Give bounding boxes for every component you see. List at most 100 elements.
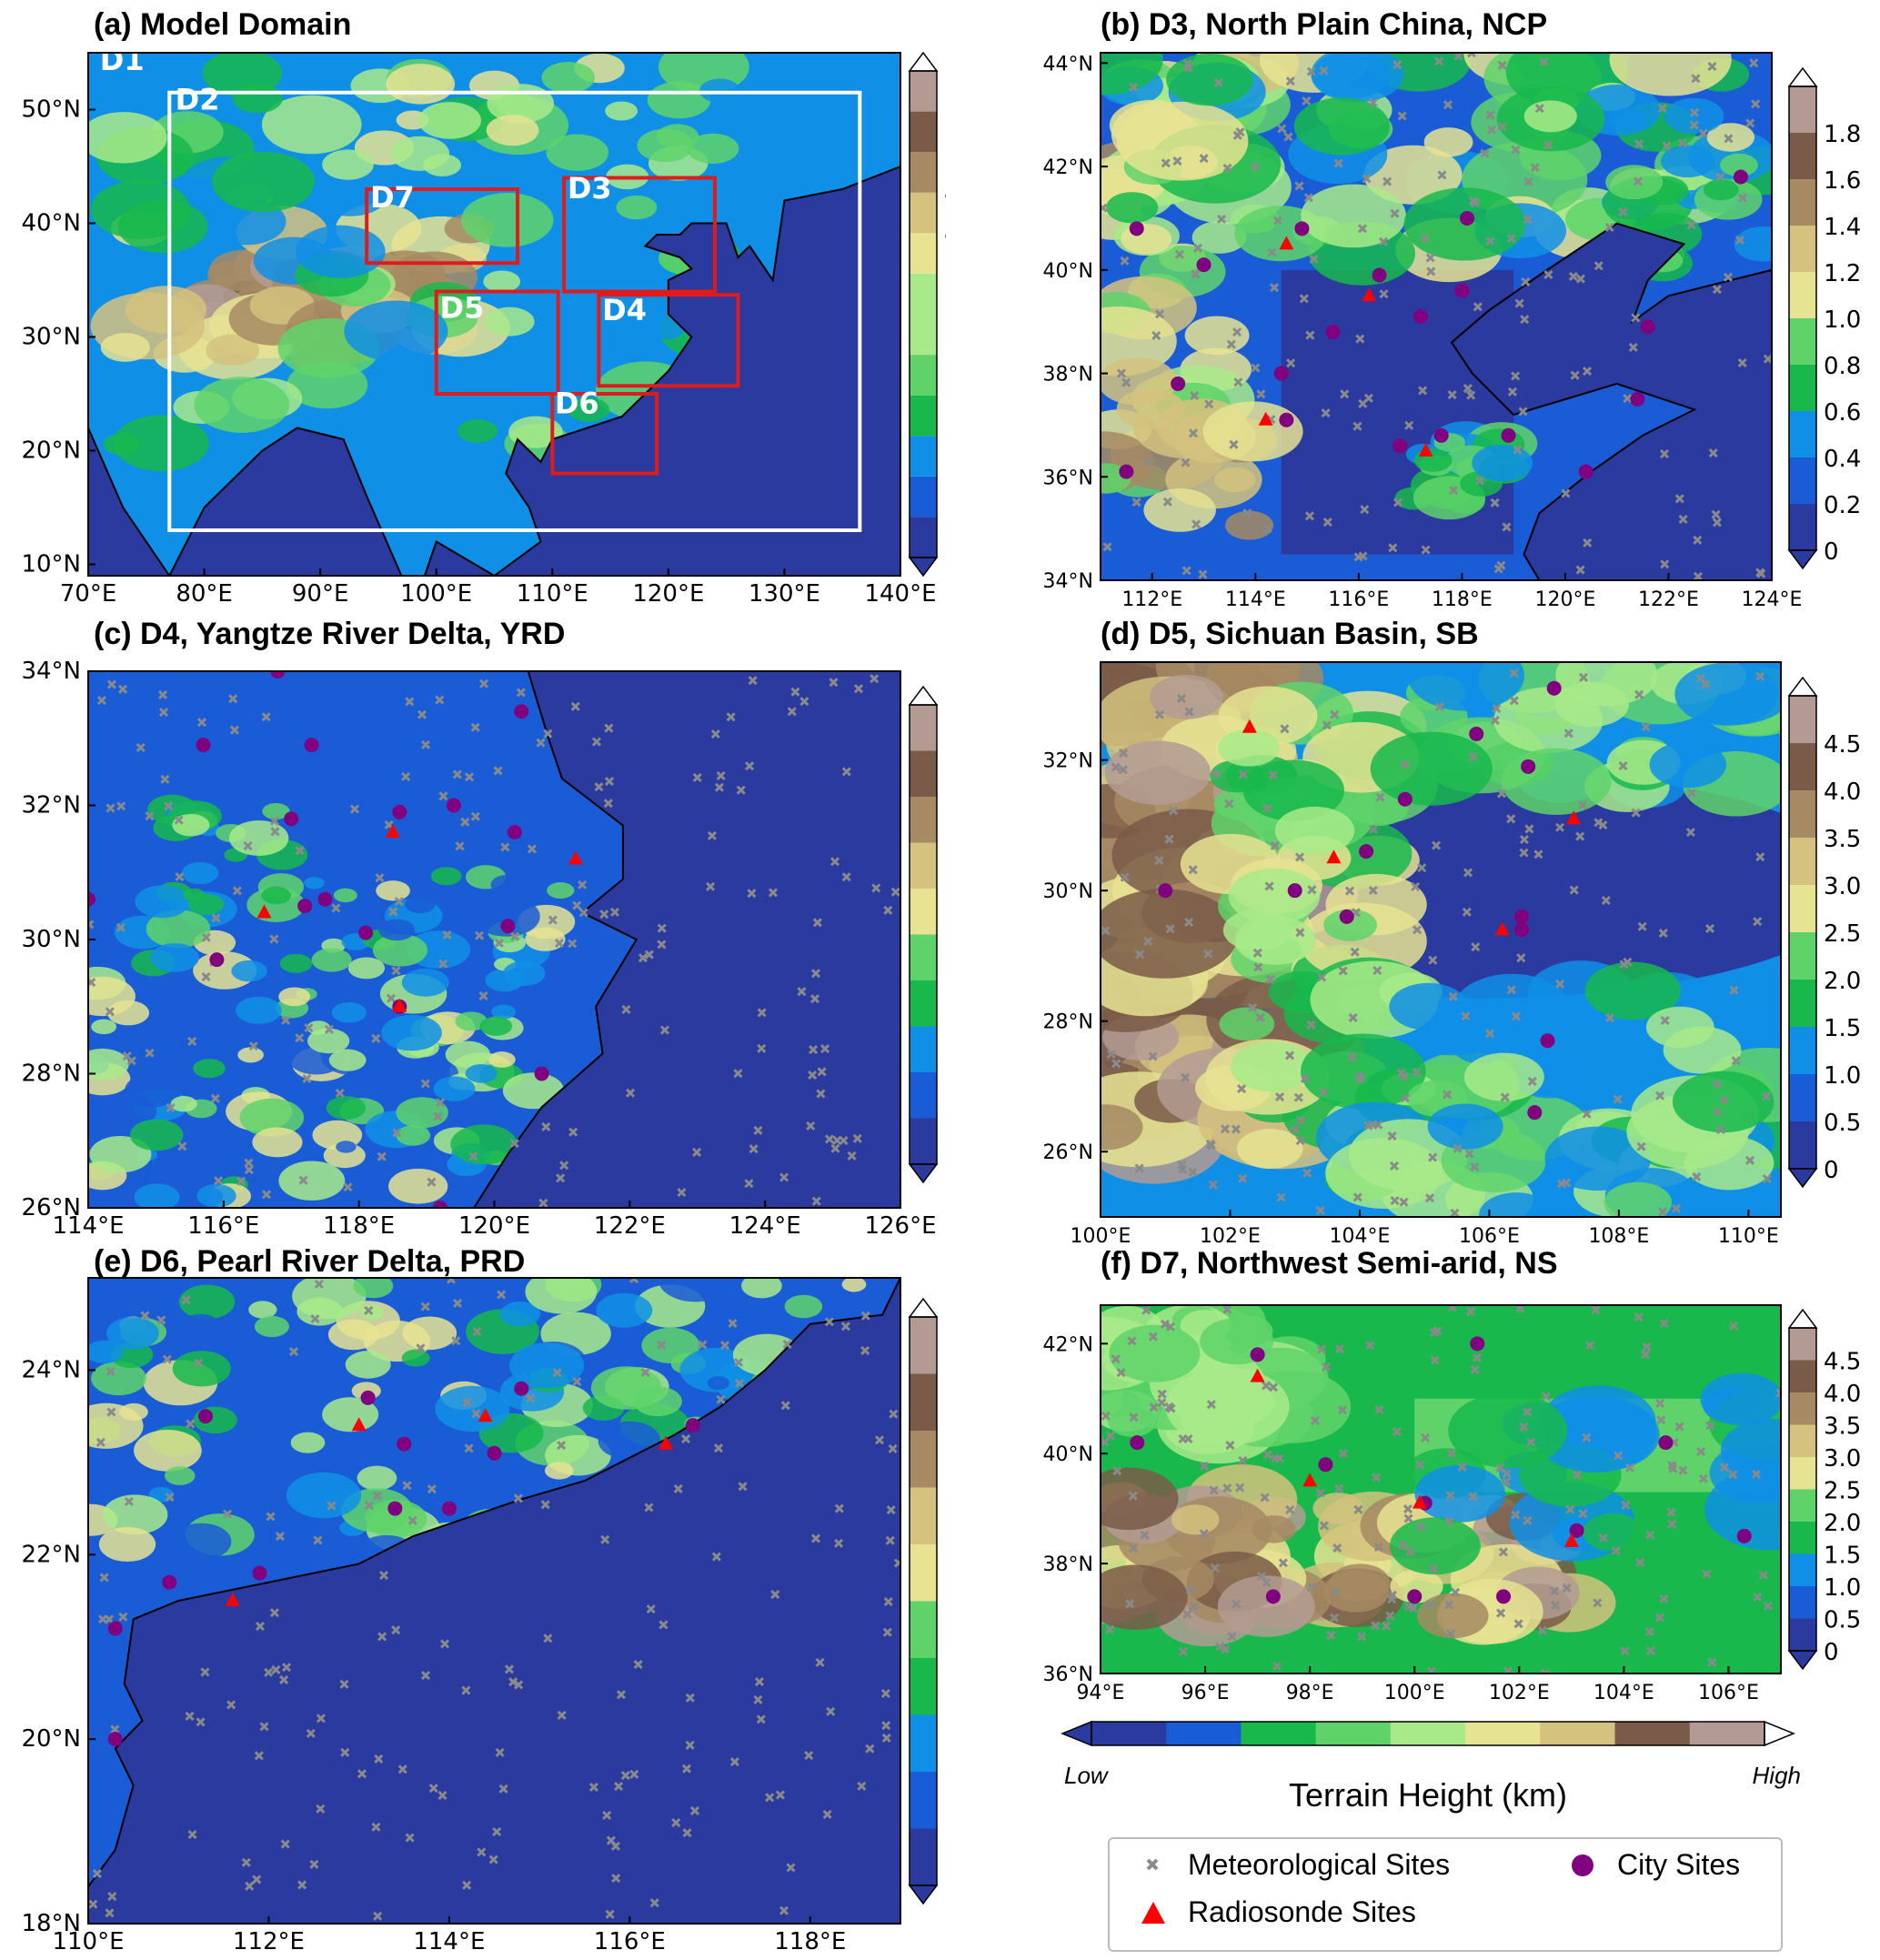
met-site-marker [1286, 358, 1296, 368]
city-site-marker [162, 1574, 177, 1590]
met-site-marker [1523, 1515, 1533, 1526]
coastline [1101, 53, 1772, 580]
met-site-marker [1443, 1090, 1453, 1100]
met-site-marker [822, 1809, 832, 1819]
lat-tick-label: 40°N [1043, 1443, 1093, 1466]
met-site-marker [1480, 148, 1490, 158]
lon-tick-label: 122°E [594, 1212, 666, 1240]
met-site-marker [1368, 824, 1379, 834]
met-site-marker [710, 729, 720, 739]
met-site-marker [266, 1512, 276, 1522]
lat-tick-label: 34°N [1043, 570, 1093, 593]
met-site-marker [1190, 391, 1200, 401]
met-site-marker [620, 1771, 630, 1781]
colorbar-tick-label: 0.6 [1824, 399, 1861, 427]
met-site-marker [1618, 760, 1628, 771]
city-site-marker [1454, 283, 1470, 298]
met-site-marker [754, 1676, 765, 1687]
met-site-marker [1368, 97, 1378, 107]
met-site-marker [405, 697, 415, 707]
lon-tick-label: 80°E [176, 580, 233, 608]
met-site-marker [1426, 1666, 1436, 1674]
met-site-marker [1707, 61, 1717, 72]
met-site-marker [657, 940, 667, 950]
panel-e-title: (e) D6, Pearl River Delta, PRD [94, 1244, 526, 1279]
met-site-marker [1307, 1583, 1317, 1593]
met-site-marker [716, 1394, 726, 1404]
met-site-marker [1464, 1149, 1474, 1159]
met-site-marker [1276, 1192, 1286, 1202]
met-site-marker [1516, 953, 1526, 963]
colorbar-tick-label: 1.8 [944, 1359, 946, 1391]
met-site-marker [1118, 765, 1128, 775]
met-site-marker [1655, 1091, 1665, 1101]
met-site-marker [471, 1409, 481, 1419]
met-site-marker [804, 1751, 814, 1761]
met-site-marker [1660, 559, 1670, 569]
city-site-marker [196, 738, 211, 753]
met-site-marker [244, 1158, 254, 1168]
met-site-marker [1755, 568, 1765, 578]
met-site-icon [1135, 1850, 1171, 1881]
met-site-marker [500, 842, 510, 852]
met-site-marker [816, 1089, 826, 1099]
met-site-marker [1270, 1453, 1280, 1464]
lat-tick-label: 20°N [21, 1725, 81, 1753]
met-site-marker [1191, 269, 1201, 279]
met-site-marker [1537, 1625, 1547, 1635]
met-site-marker [1418, 386, 1428, 396]
met-site-marker [1695, 673, 1705, 683]
met-site-marker [817, 1067, 827, 1077]
met-site-marker [1182, 1609, 1192, 1620]
met-site-marker [621, 1004, 631, 1015]
met-site-marker [1523, 177, 1533, 187]
met-site-marker [1678, 514, 1688, 524]
colorbar-tick-label: 5.0 [944, 136, 946, 168]
met-site-marker [214, 1176, 224, 1186]
met-site-marker [1182, 58, 1192, 68]
met-site-marker [1437, 170, 1447, 180]
met-site-marker [1520, 315, 1530, 325]
radiosonde-site-marker [568, 850, 583, 865]
terrain-colorbar-segment [1614, 1722, 1691, 1745]
met-site-marker [88, 1899, 98, 1909]
met-site-marker [497, 1290, 507, 1300]
lat-tick-label: 38°N [1043, 1553, 1093, 1576]
city-site-marker [1496, 1589, 1512, 1604]
met-site-marker [1719, 1462, 1729, 1473]
city-site-marker [685, 1418, 700, 1433]
radiosonde-site-marker [478, 1408, 493, 1422]
lon-tick-label: 140°E [864, 580, 936, 608]
met-site-marker [1434, 702, 1444, 712]
lon-tick-label: 126°E [864, 1212, 936, 1240]
met-site-marker [880, 1688, 890, 1699]
met-site-marker [1284, 1050, 1295, 1060]
city-site-icon [1564, 1850, 1601, 1881]
lon-tick-label: 112°E [1121, 588, 1182, 611]
met-site-marker [186, 1419, 196, 1429]
met-site-marker [1620, 1646, 1630, 1656]
met-site-marker [1161, 158, 1171, 168]
lon-tick-label: 122°E [1638, 588, 1699, 611]
lon-tick-label: 118°E [774, 1928, 846, 1955]
met-site-marker [811, 1196, 821, 1206]
met-site-marker [810, 1533, 821, 1543]
met-site-marker [1539, 56, 1549, 67]
met-site-marker [1208, 1180, 1218, 1190]
city-site-marker [1469, 726, 1484, 741]
met-site-marker [726, 712, 736, 722]
met-site-marker [591, 737, 602, 747]
met-site-marker [1111, 1354, 1121, 1364]
met-site-marker [488, 1854, 498, 1865]
met-site-marker [1189, 1602, 1199, 1612]
met-site-marker [1715, 1125, 1726, 1135]
lat-tick-label: 26°N [21, 1194, 81, 1221]
met-site-marker [1154, 709, 1165, 719]
met-site-marker [1702, 1569, 1712, 1579]
city-site-marker [1413, 309, 1428, 324]
met-site-marker [572, 900, 582, 910]
met-site-marker [797, 987, 807, 997]
met-sites [88, 1278, 900, 1921]
city-site-marker [1397, 791, 1413, 807]
met-site-marker [1429, 1327, 1439, 1337]
